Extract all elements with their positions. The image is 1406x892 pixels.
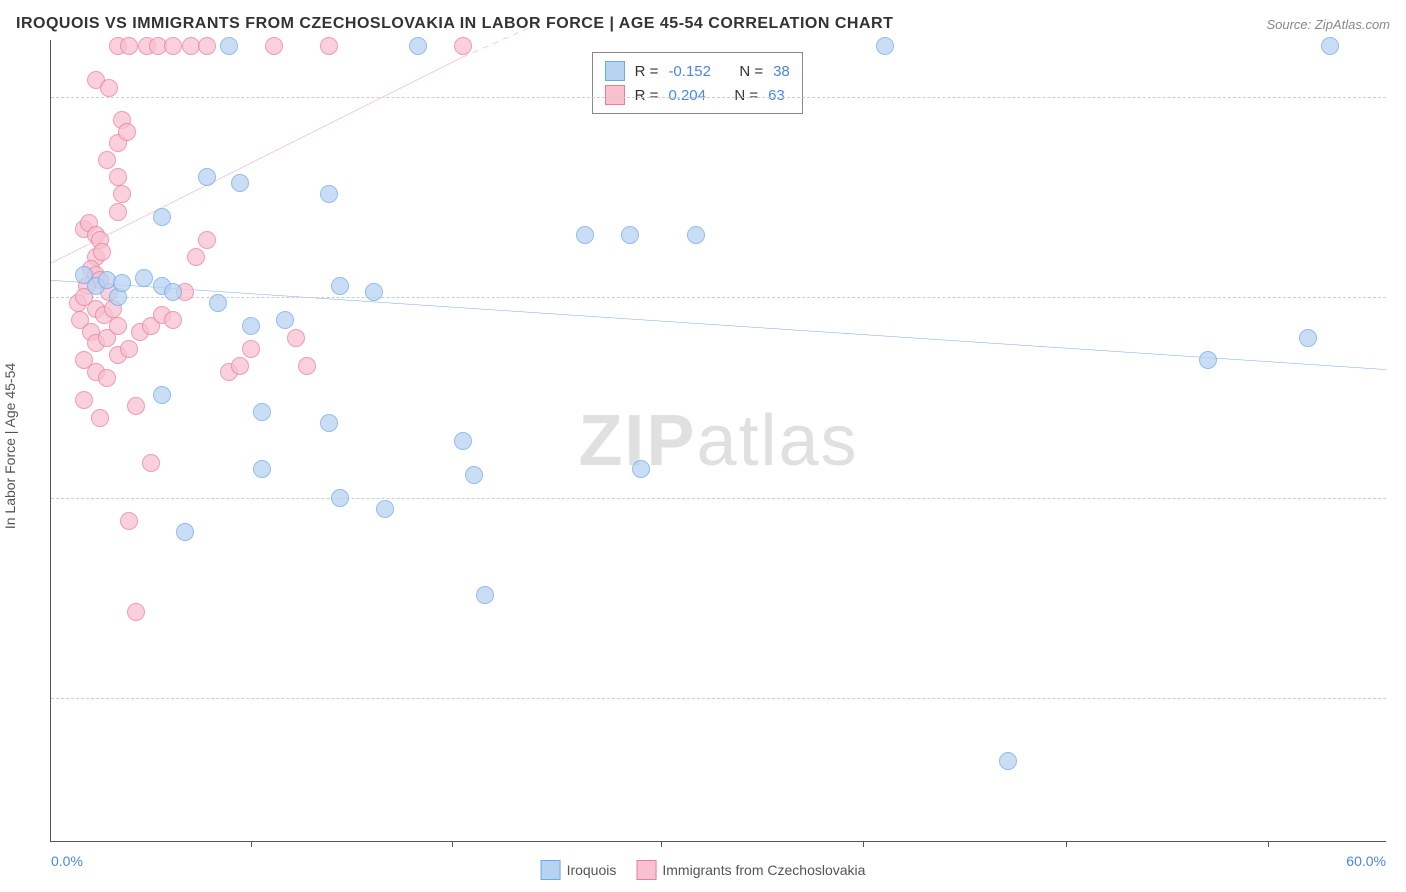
stat-legend-row: R = -0.152 N = 38	[605, 59, 790, 83]
legend-item: Immigrants from Czechoslovakia	[636, 860, 865, 880]
blue-marker	[1321, 37, 1339, 55]
chart-title: IROQUOIS VS IMMIGRANTS FROM CZECHOSLOVAK…	[16, 15, 893, 33]
watermark: ZIPatlas	[578, 400, 858, 482]
blue-marker	[113, 274, 131, 292]
blue-marker	[320, 414, 338, 432]
legend-item: Iroquois	[541, 860, 617, 880]
blue-marker	[331, 277, 349, 295]
pink-marker	[109, 203, 127, 221]
blue-marker	[153, 208, 171, 226]
gridline-horizontal	[51, 698, 1386, 699]
legend-swatch	[605, 61, 625, 81]
x-tick-mark	[1066, 841, 1067, 847]
legend-swatch	[636, 860, 656, 880]
gridline-horizontal	[51, 97, 1386, 98]
blue-marker	[876, 37, 894, 55]
y-tick-label: 47.5%	[1396, 690, 1406, 706]
pink-marker	[98, 151, 116, 169]
blue-marker	[198, 168, 216, 186]
blue-marker	[220, 37, 238, 55]
blue-marker	[687, 226, 705, 244]
x-tick-mark	[251, 841, 252, 847]
blue-marker	[1299, 329, 1317, 347]
blue-marker	[365, 283, 383, 301]
blue-marker	[176, 523, 194, 541]
pink-marker	[242, 340, 260, 358]
x-tick-label: 60.0%	[1346, 853, 1386, 869]
pink-marker	[127, 397, 145, 415]
blue-marker	[476, 586, 494, 604]
y-tick-label: 65.0%	[1396, 490, 1406, 506]
pink-marker	[454, 37, 472, 55]
pink-marker	[93, 243, 111, 261]
pink-marker	[120, 340, 138, 358]
pink-marker	[120, 37, 138, 55]
blue-marker	[231, 174, 249, 192]
pink-marker	[98, 369, 116, 387]
pink-marker	[231, 357, 249, 375]
trend-lines-layer	[51, 40, 1386, 841]
blue-marker	[153, 386, 171, 404]
gridline-horizontal	[51, 297, 1386, 298]
pink-marker	[298, 357, 316, 375]
y-tick-label: 100.0%	[1396, 89, 1406, 105]
x-tick-mark	[863, 841, 864, 847]
series-legend: Iroquois Immigrants from Czechoslovakia	[541, 860, 866, 880]
gridline-horizontal	[51, 498, 1386, 499]
blue-marker	[253, 460, 271, 478]
blue-marker	[164, 283, 182, 301]
blue-marker	[376, 500, 394, 518]
pink-marker	[287, 329, 305, 347]
blue-marker	[632, 460, 650, 478]
legend-label: Iroquois	[567, 862, 617, 878]
blue-marker	[409, 37, 427, 55]
pink-marker	[198, 231, 216, 249]
pink-marker	[320, 37, 338, 55]
correlation-legend: R = -0.152 N = 38R = 0.204 N = 63	[592, 52, 803, 114]
pink-marker	[109, 317, 127, 335]
pink-marker	[91, 409, 109, 427]
pink-marker	[187, 248, 205, 266]
blue-marker	[242, 317, 260, 335]
legend-swatch	[605, 85, 625, 105]
blue-marker	[576, 226, 594, 244]
pink-marker	[120, 512, 138, 530]
blue-marker	[253, 403, 271, 421]
legend-label: Immigrants from Czechoslovakia	[662, 862, 865, 878]
y-tick-label: 82.5%	[1396, 289, 1406, 305]
x-tick-label: 0.0%	[51, 853, 83, 869]
x-tick-mark	[1268, 841, 1269, 847]
x-tick-mark	[452, 841, 453, 847]
pink-marker	[75, 391, 93, 409]
blue-marker	[999, 752, 1017, 770]
y-axis-label: In Labor Force | Age 45-54	[2, 363, 18, 529]
pink-marker	[164, 311, 182, 329]
blue-marker	[135, 269, 153, 287]
source-label: Source: ZipAtlas.com	[1266, 17, 1390, 32]
pink-marker	[198, 37, 216, 55]
plot-area: ZIPatlas R = -0.152 N = 38R = 0.204 N = …	[50, 40, 1386, 842]
blue-marker	[1199, 351, 1217, 369]
pink-marker	[127, 603, 145, 621]
pink-marker	[164, 37, 182, 55]
pink-marker	[265, 37, 283, 55]
pink-marker	[113, 185, 131, 203]
pink-marker	[100, 79, 118, 97]
blue-marker	[621, 226, 639, 244]
blue-marker	[454, 432, 472, 450]
blue-marker	[276, 311, 294, 329]
blue-marker	[320, 185, 338, 203]
x-tick-mark	[661, 841, 662, 847]
stat-legend-row: R = 0.204 N = 63	[605, 83, 790, 107]
pink-marker	[118, 123, 136, 141]
blue-marker	[331, 489, 349, 507]
blue-marker	[209, 294, 227, 312]
pink-marker	[109, 168, 127, 186]
blue-marker	[465, 466, 483, 484]
pink-marker	[142, 454, 160, 472]
legend-swatch	[541, 860, 561, 880]
